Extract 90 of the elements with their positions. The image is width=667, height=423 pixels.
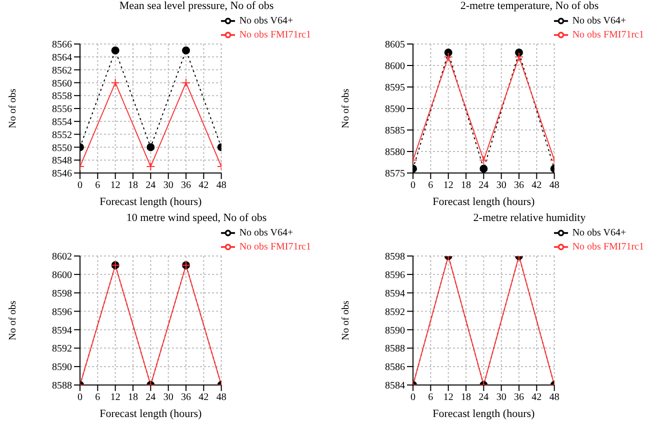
- x-tick-label: 48: [549, 180, 560, 192]
- x-axis-title: Forecast length (hours): [100, 196, 202, 208]
- x-tick-label: 18: [461, 392, 471, 403]
- y-tick-label: 8595: [385, 82, 405, 94]
- y-tick-label: 8554: [52, 116, 72, 128]
- y-tick-label: 8596: [52, 306, 72, 318]
- x-tick-label: 24: [478, 180, 489, 192]
- y-tick-label: 8594: [385, 288, 405, 299]
- x-tick-label: 6: [428, 180, 434, 192]
- x-tick-label: 12: [443, 180, 454, 192]
- y-tick-label: 8598: [385, 251, 405, 262]
- y-axis-title: No of obs: [340, 300, 352, 340]
- y-tick-label: 8550: [52, 142, 72, 154]
- y-tick-label: 8566: [52, 40, 72, 51]
- y-tick-label: 8596: [385, 269, 405, 280]
- x-tick-label: 6: [95, 180, 100, 192]
- legend-label: No obs FMI71rc1: [572, 240, 644, 252]
- x-tick-label: 30: [163, 180, 174, 192]
- x-tick-label: 30: [496, 180, 506, 192]
- y-tick-label: 8590: [385, 104, 405, 116]
- y-tick-label: 8592: [52, 343, 72, 354]
- y-tick-label: 8585: [385, 126, 405, 137]
- legend-label: No obs V64+: [572, 15, 626, 26]
- y-tick-label: 8548: [52, 156, 72, 167]
- y-tick-label: 8588: [52, 380, 72, 392]
- x-tick-label: 36: [514, 180, 524, 192]
- x-tick-label: 12: [110, 392, 120, 403]
- x-tick-label: 0: [78, 180, 82, 192]
- x-tick-label: 42: [532, 180, 542, 192]
- legend-label: No obs FMI71rc1: [239, 29, 311, 40]
- x-tick-label: 18: [128, 392, 138, 403]
- x-tick-label: 24: [146, 392, 156, 403]
- y-tick-label: 8546: [52, 168, 72, 180]
- legend-label: No obs FMI71rc1: [572, 29, 644, 40]
- x-tick-label: 42: [532, 392, 542, 403]
- y-tick-label: 8556: [52, 104, 72, 116]
- x-tick-label: 0: [78, 392, 82, 403]
- y-tick-label: 8552: [52, 130, 72, 141]
- x-tick-label: 24: [146, 180, 156, 192]
- y-tick-label: 8590: [385, 324, 405, 336]
- y-tick-label: 8598: [52, 288, 72, 299]
- y-axis-title: No of obs: [8, 300, 19, 340]
- x-tick-label: 18: [461, 180, 471, 192]
- y-tick-label: 8600: [385, 61, 405, 72]
- y-tick-label: 8588: [385, 343, 405, 354]
- chart-title: 2-metre temperature, No of obs: [459, 0, 600, 14]
- x-tick-label: 48: [216, 180, 226, 192]
- y-tick-label: 8605: [385, 40, 405, 51]
- x-axis-title: Forecast length (hours): [432, 196, 536, 208]
- x-tick-label: 36: [514, 392, 524, 403]
- x-tick-label: 30: [163, 392, 174, 403]
- x-tick-label: 48: [549, 392, 560, 403]
- legend-label: No obs V64+: [239, 15, 294, 26]
- y-tick-label: 8560: [52, 78, 72, 90]
- x-tick-label: 12: [443, 392, 454, 403]
- x-tick-label: 18: [128, 180, 138, 192]
- x-tick-label: 6: [95, 392, 100, 403]
- x-tick-label: 36: [180, 392, 191, 403]
- x-tick-label: 12: [110, 180, 120, 192]
- chart-title: Mean sea level pressure, No of obs: [118, 0, 275, 14]
- legend-label: No obs V64+: [572, 226, 626, 238]
- x-tick-label: 36: [180, 180, 191, 192]
- y-tick-label: 8584: [385, 380, 405, 392]
- x-axis-title: Forecast length (hours): [100, 408, 202, 420]
- legend-label: No obs FMI71rc1: [239, 240, 311, 252]
- y-tick-label: 8592: [385, 306, 405, 318]
- x-tick-label: 6: [428, 392, 434, 403]
- x-tick-label: 24: [478, 392, 489, 403]
- x-axis-title: Forecast length (hours): [432, 408, 536, 420]
- legend-label: No obs V64+: [239, 226, 294, 238]
- chart-title: 10 metre wind speed, No of obs: [125, 212, 268, 226]
- x-tick-label: 48: [216, 392, 226, 403]
- x-tick-label: 42: [198, 392, 209, 403]
- x-tick-label: 42: [198, 180, 209, 192]
- x-tick-label: 30: [496, 392, 506, 403]
- x-tick-label: 0: [410, 180, 416, 192]
- y-tick-label: 8586: [385, 362, 405, 373]
- y-tick-label: 8580: [385, 147, 405, 158]
- y-tick-label: 8558: [52, 91, 72, 102]
- y-tick-label: 8564: [52, 52, 72, 64]
- y-axis-title: No of obs: [8, 88, 19, 128]
- y-tick-label: 8562: [52, 65, 72, 76]
- y-tick-label: 8594: [52, 324, 72, 336]
- y-tick-label: 8602: [52, 251, 72, 262]
- chart-title: 2-metre relative humidity: [472, 212, 587, 226]
- y-axis-title: No of obs: [340, 88, 352, 128]
- y-tick-label: 8600: [52, 269, 72, 280]
- y-tick-label: 8590: [52, 362, 72, 373]
- y-tick-label: 8575: [385, 168, 405, 180]
- x-tick-label: 0: [410, 392, 416, 403]
